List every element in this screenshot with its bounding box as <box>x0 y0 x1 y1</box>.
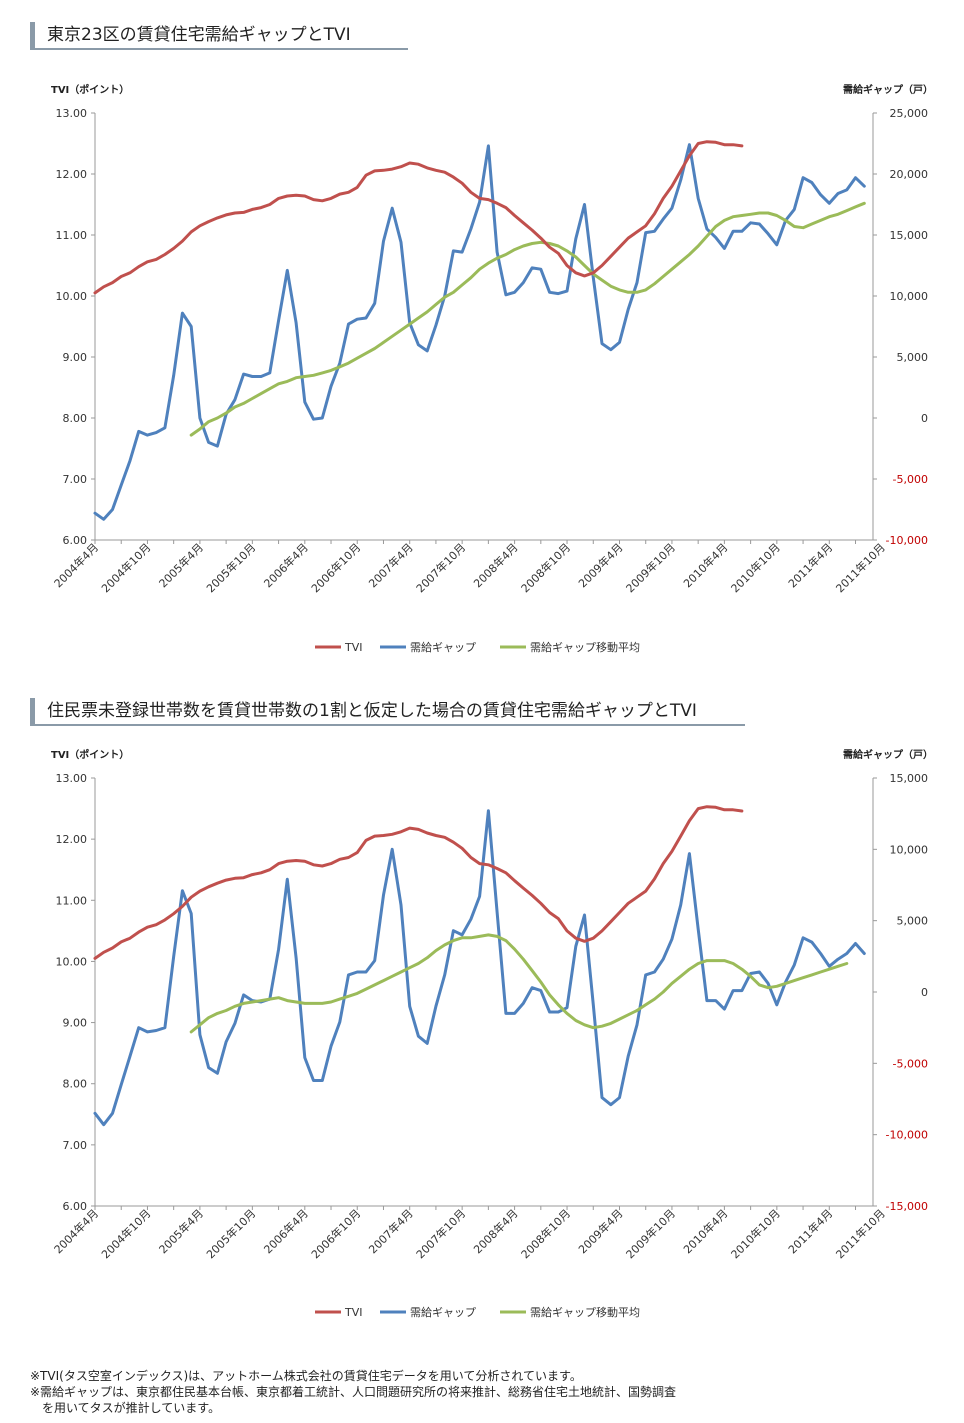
footnote-line: ※需給ギャップは、東京都住民基本台帳、東京都着工統計、人口問題研究所の将来推計、… <box>30 1385 677 1399</box>
x-tick-label: 2006年4月 <box>261 1206 311 1256</box>
series-line-tvi <box>93 140 744 295</box>
y-tick-label: 12.00 <box>56 833 88 846</box>
legend-label: 需給ギャップ移動平均 <box>530 640 640 654</box>
x-tick-label: 2009年4月 <box>575 1206 625 1256</box>
x-tick-label: 2009年10月 <box>623 1206 678 1261</box>
x-tick-label: 2005年4月 <box>156 540 206 590</box>
legend-label: 需給ギャップ <box>410 640 476 654</box>
x-tick-label: 2010年10月 <box>728 1206 783 1261</box>
x-tick-label: 2010年4月 <box>680 540 730 590</box>
legend-label: 需給ギャップ <box>410 1305 476 1319</box>
footnote-line: ※TVI(タス空室インデックス)は、アットホーム株式会社の賃貸住宅データを用いて… <box>30 1369 582 1383</box>
x-tick-label: 2005年10月 <box>203 540 258 595</box>
series-line-gap-moving-average <box>189 933 849 1034</box>
y-tick-label: 10.00 <box>56 955 88 968</box>
x-tick-label: 2006年10月 <box>308 1206 363 1261</box>
x-tick-label: 2008年4月 <box>471 1206 521 1256</box>
x-tick-label: 2011年10月 <box>833 540 888 595</box>
y2-tick-label: -5,000 <box>893 1057 928 1070</box>
y-tick-label: 11.00 <box>56 229 88 242</box>
y2-tick-label: -10,000 <box>886 1129 928 1142</box>
y-tick-label: 6.00 <box>63 1200 88 1213</box>
y2-tick-label: 5,000 <box>897 915 929 928</box>
chart1-title: 東京23区の賃貸住宅需給ギャップとTVI <box>30 22 351 48</box>
chart1-title-underline <box>30 48 408 50</box>
y-axis-title: TVI（ポイント） <box>51 83 129 96</box>
series-line-gap <box>93 809 866 1127</box>
y2-axis-title: 需給ギャップ（戸） <box>843 748 933 761</box>
x-tick-label: 2005年4月 <box>156 1206 206 1256</box>
y2-tick-label: -10,000 <box>886 534 928 547</box>
x-tick-label: 2008年4月 <box>471 540 521 590</box>
y-tick-label: 10.00 <box>56 290 88 303</box>
x-tick-label: 2004年10月 <box>98 1206 153 1261</box>
y-tick-label: 8.00 <box>63 1078 88 1091</box>
y-tick-label: 13.00 <box>56 107 88 120</box>
x-tick-label: 2008年10月 <box>518 540 573 595</box>
x-tick-label: 2011年4月 <box>785 540 835 590</box>
y2-tick-label: -15,000 <box>886 1200 928 1213</box>
y2-tick-label: 15,000 <box>890 772 929 785</box>
series-line-gap <box>93 143 866 521</box>
y-tick-label: 9.00 <box>63 1017 88 1030</box>
chart2-title-underline <box>30 724 745 726</box>
x-tick-label: 2007年4月 <box>366 540 416 590</box>
y2-tick-label: 5,000 <box>897 351 929 364</box>
x-tick-label: 2005年10月 <box>203 1206 258 1261</box>
x-tick-label: 2009年4月 <box>575 540 625 590</box>
chart2-title: 住民票未登録世帯数を賃貸世帯数の1割と仮定した場合の賃貸住宅需給ギャップとTVI <box>30 698 697 724</box>
y-tick-label: 11.00 <box>56 894 88 907</box>
x-tick-label: 2004年4月 <box>51 1206 101 1256</box>
series-line-gap-moving-average <box>189 201 866 437</box>
x-tick-label: 2011年4月 <box>785 1206 835 1256</box>
y2-axis-title: 需給ギャップ（戸） <box>843 83 933 96</box>
y2-tick-label: -5,000 <box>893 473 928 486</box>
chart1-plot: TVI（ポイント） 需給ギャップ（戸） 6.00 7.00 8.00 9.00 10.00 1… <box>51 83 933 654</box>
x-tick-label: 2009年10月 <box>623 540 678 595</box>
legend-label: TVI <box>344 641 363 654</box>
footnote-line: を用いてタスが推計しています。 <box>30 1401 221 1415</box>
x-tick-label: 2004年4月 <box>51 540 101 590</box>
x-tick-label: 2008年10月 <box>518 1206 573 1261</box>
series-line-tvi <box>93 805 744 960</box>
y2-tick-label: 25,000 <box>890 107 929 120</box>
y2-tick-label: 10,000 <box>890 843 929 856</box>
y2-tick-label: 10,000 <box>890 290 929 303</box>
x-tick-label: 2006年4月 <box>261 540 311 590</box>
chart2-plot: TVI（ポイント） 需給ギャップ（戸） 6.00 7.00 8.00 9.00 10.00 1… <box>51 748 933 1319</box>
x-tick-label: 2007年10月 <box>413 540 468 595</box>
legend-label: 需給ギャップ移動平均 <box>530 1305 640 1319</box>
x-tick-label: 2010年4月 <box>680 1206 730 1256</box>
y2-tick-label: 0 <box>921 412 928 425</box>
legend-label: TVI <box>344 1306 363 1319</box>
x-tick-label: 2007年4月 <box>366 1206 416 1256</box>
y-tick-label: 7.00 <box>63 473 88 486</box>
x-tick-label: 2004年10月 <box>98 540 153 595</box>
y-tick-label: 7.00 <box>63 1139 88 1152</box>
y-tick-label: 8.00 <box>63 412 88 425</box>
y-tick-label: 12.00 <box>56 168 88 181</box>
y-tick-label: 6.00 <box>63 534 88 547</box>
y-tick-label: 13.00 <box>56 772 88 785</box>
y2-tick-label: 20,000 <box>890 168 929 181</box>
x-tick-label: 2007年10月 <box>413 1206 468 1261</box>
y-tick-label: 9.00 <box>63 351 88 364</box>
y2-tick-label: 0 <box>921 986 928 999</box>
x-tick-label: 2011年10月 <box>833 1206 888 1261</box>
x-tick-label: 2006年10月 <box>308 540 363 595</box>
y-axis-title: TVI（ポイント） <box>51 748 129 761</box>
x-tick-label: 2010年10月 <box>728 540 783 595</box>
footnotes: ※TVI(タス空室インデックス)は、アットホーム株式会社の賃貸住宅データを用いて… <box>30 1368 676 1416</box>
y2-tick-label: 15,000 <box>890 229 929 242</box>
